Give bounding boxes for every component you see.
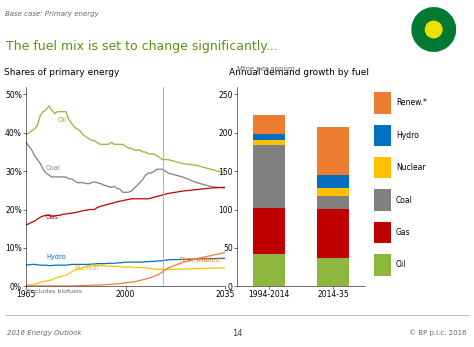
Text: © BP p.l.c. 2016: © BP p.l.c. 2016 [409, 330, 467, 337]
Text: Base case: Primary energy: Base case: Primary energy [5, 11, 99, 17]
Text: Gas: Gas [396, 228, 410, 237]
Text: Nuclear: Nuclear [74, 265, 100, 271]
FancyBboxPatch shape [374, 189, 391, 211]
Polygon shape [412, 31, 428, 42]
Polygon shape [435, 36, 446, 51]
Text: Hydro: Hydro [396, 131, 419, 140]
Bar [317, 196, 349, 209]
Text: Mtoe per annum: Mtoe per annum [237, 66, 295, 72]
Text: Oil: Oil [396, 260, 406, 269]
Bar [317, 188, 349, 196]
Text: Hydro: Hydro [46, 254, 66, 260]
Text: Renew.*: Renew.* [396, 99, 427, 108]
Bar [253, 208, 285, 254]
Text: Nuclear: Nuclear [396, 163, 426, 172]
Bar [253, 254, 285, 286]
Text: 2016 Energy Outlook: 2016 Energy Outlook [7, 330, 82, 336]
Bar [253, 115, 285, 134]
Text: Coal: Coal [396, 196, 413, 205]
Text: Coal: Coal [46, 165, 61, 171]
Text: Shares of primary energy: Shares of primary energy [4, 68, 119, 77]
Text: *Includes biofuels: *Includes biofuels [26, 289, 82, 294]
FancyBboxPatch shape [374, 125, 391, 146]
Polygon shape [415, 34, 429, 48]
Text: The fuel mix is set to change significantly...: The fuel mix is set to change significan… [6, 40, 278, 53]
Bar [317, 175, 349, 188]
FancyBboxPatch shape [374, 222, 391, 243]
Polygon shape [441, 25, 456, 34]
Bar [317, 258, 349, 286]
Bar [317, 127, 349, 175]
Polygon shape [429, 8, 438, 22]
Polygon shape [421, 36, 432, 51]
Polygon shape [438, 34, 452, 48]
Text: Annual demand growth by fuel: Annual demand growth by fuel [228, 68, 369, 77]
FancyBboxPatch shape [374, 157, 391, 178]
Bar [253, 141, 285, 145]
Polygon shape [429, 37, 438, 51]
Bar [317, 209, 349, 258]
Polygon shape [435, 8, 446, 23]
FancyBboxPatch shape [374, 92, 391, 113]
Bar [253, 134, 285, 141]
Text: Oil: Oil [57, 117, 66, 123]
Polygon shape [412, 25, 426, 34]
Polygon shape [440, 17, 455, 28]
Polygon shape [440, 31, 455, 42]
Polygon shape [438, 11, 452, 25]
Polygon shape [415, 11, 429, 25]
Text: 14: 14 [232, 329, 242, 338]
Text: Renewables*: Renewables* [180, 257, 223, 263]
FancyBboxPatch shape [374, 254, 391, 276]
Text: Gas: Gas [46, 214, 59, 220]
Polygon shape [412, 17, 428, 28]
Polygon shape [421, 8, 432, 23]
Bar [253, 145, 285, 208]
Circle shape [426, 21, 442, 38]
